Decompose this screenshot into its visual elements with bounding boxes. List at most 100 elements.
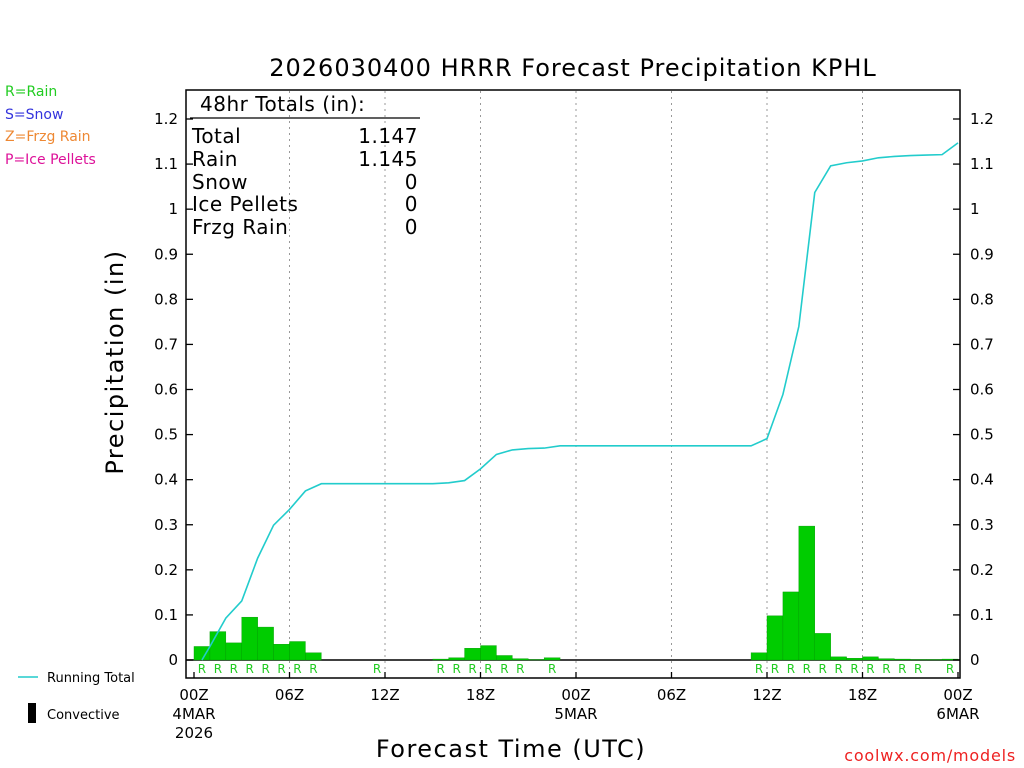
ptype-code: R xyxy=(548,662,556,676)
precip-bar xyxy=(496,655,513,661)
y-tick-label: 0.2 xyxy=(154,561,178,579)
credit-text: coolwx.com/models xyxy=(844,746,1016,765)
precip-bar xyxy=(814,633,831,661)
ptype-code: R xyxy=(468,662,476,676)
y-tick-label: 0.8 xyxy=(154,290,178,308)
y-tick-label: 0.5 xyxy=(154,426,178,444)
y-tick-label: 0.9 xyxy=(970,245,994,263)
y-tick-label: 1.2 xyxy=(970,110,994,128)
ptype-code: R xyxy=(898,662,906,676)
y-tick-label: 0 xyxy=(168,651,178,669)
y-tick-label: 0.6 xyxy=(154,381,178,399)
totals-snow-value: 0 xyxy=(405,170,418,194)
y-tick-label: 0.1 xyxy=(970,606,994,624)
y-tick-label: 0.4 xyxy=(154,471,178,489)
ptype-code: R xyxy=(516,662,524,676)
ptype-code: R xyxy=(230,662,238,676)
ptype-code: R xyxy=(198,662,206,676)
precip-bar xyxy=(862,656,879,661)
series-legend: Running Total Convective xyxy=(18,671,135,723)
y-tick-label: 0 xyxy=(970,651,980,669)
precip-bar xyxy=(878,658,895,661)
ptype-legend-rain: R=Rain xyxy=(5,84,57,100)
ptype-code: R xyxy=(261,662,269,676)
x-tick-date: 2026 xyxy=(175,724,213,742)
x-tick-label: 18Z xyxy=(848,686,877,704)
ptype-code: R xyxy=(834,662,842,676)
totals-total-value: 1.147 xyxy=(358,124,418,148)
ptype-code: R xyxy=(484,662,492,676)
totals-ice-pellets-label: Ice Pellets xyxy=(192,192,298,216)
precip-bar xyxy=(798,525,815,661)
ptype-legend-ice-pellets: P=Ice Pellets xyxy=(5,152,96,168)
y-tick-label: 0.2 xyxy=(970,561,994,579)
y-tick-label: 0.3 xyxy=(970,516,994,534)
totals-box: 48hr Totals (in): Total 1.147 Rain 1.145… xyxy=(190,92,420,239)
x-tick-label: 00Z xyxy=(561,686,590,704)
totals-frzg-rain-label: Frzg Rain xyxy=(192,215,288,239)
precip-bar xyxy=(225,642,242,661)
convective-legend-label: Convective xyxy=(47,708,120,723)
totals-frzg-rain-value: 0 xyxy=(405,215,418,239)
ptype-legend: R=Rain S=Snow Z=Frzg Rain P=Ice Pellets xyxy=(5,84,96,168)
x-axis-label: Forecast Time (UTC) xyxy=(376,735,646,763)
totals-rain-value: 1.145 xyxy=(358,147,418,171)
precip-bar xyxy=(766,615,784,661)
precip-bar xyxy=(512,658,529,661)
precip-bar xyxy=(782,591,800,661)
x-tick-label: 12Z xyxy=(370,686,399,704)
ptype-code: R xyxy=(946,662,954,676)
ptype-code: R xyxy=(277,662,285,676)
ptype-code: R xyxy=(373,662,381,676)
totals-total-label: Total xyxy=(191,124,241,148)
ptype-code: R xyxy=(866,662,874,676)
precip-bar xyxy=(241,616,258,661)
y-tick-label: 1 xyxy=(168,200,178,218)
x-tick-date: 4MAR xyxy=(172,705,215,723)
precip-bar xyxy=(289,641,306,661)
totals-rain-label: Rain xyxy=(192,147,238,171)
ptype-code: R xyxy=(787,662,795,676)
x-tick-date: 6MAR xyxy=(936,705,979,723)
y-tick-label: 1 xyxy=(970,200,980,218)
x-tick-date: 5MAR xyxy=(554,705,597,723)
ptype-code: R xyxy=(819,662,827,676)
totals-snow-label: Snow xyxy=(192,170,248,194)
running-total-line xyxy=(201,142,959,661)
precip-bar xyxy=(894,658,911,661)
hourly-precip-bars xyxy=(193,525,959,661)
precip-bar xyxy=(846,657,863,661)
ptype-code: R xyxy=(293,662,301,676)
y-tick-label: 0.7 xyxy=(970,335,994,353)
y-axis-right: 0 0.1 0.2 0.3 0.4 0.5 0.6 0.7 0.8 0.9 1 1.1 1.2 xyxy=(953,110,994,669)
y-tick-label: 0.3 xyxy=(154,516,178,534)
ptype-code: R xyxy=(452,662,460,676)
y-tick-label: 0.5 xyxy=(970,426,994,444)
x-tick-label: 12Z xyxy=(752,686,781,704)
grid-lines xyxy=(289,91,863,677)
y-axis-left: 0 0.1 0.2 0.3 0.4 0.5 0.6 0.7 0.8 0.9 1 1.1 1.2 xyxy=(154,110,193,669)
ptype-code: R xyxy=(437,662,445,676)
x-tick-label: 18Z xyxy=(466,686,495,704)
ptype-code: R xyxy=(882,662,890,676)
precip-bar xyxy=(273,644,290,661)
ptype-legend-frzg-rain: Z=Frzg Rain xyxy=(5,129,91,145)
precip-bar xyxy=(432,658,449,661)
precip-bar xyxy=(257,626,274,661)
ptype-legend-snow: S=Snow xyxy=(5,107,63,123)
ptype-code: R xyxy=(500,662,508,676)
ptype-code: R xyxy=(803,662,811,676)
ptype-code: R xyxy=(914,662,922,676)
y-tick-label: 0.7 xyxy=(154,335,178,353)
ptype-code: R xyxy=(771,662,779,676)
precip-bar xyxy=(448,657,465,661)
x-tick-label: 00Z xyxy=(179,686,208,704)
totals-header: 48hr Totals (in): xyxy=(200,92,365,116)
precip-bar xyxy=(750,652,768,661)
precip-bar xyxy=(464,648,481,661)
chart-title: 2026030400 HRRR Forecast Precipitation K… xyxy=(269,54,876,82)
convective-swatch xyxy=(28,703,36,723)
